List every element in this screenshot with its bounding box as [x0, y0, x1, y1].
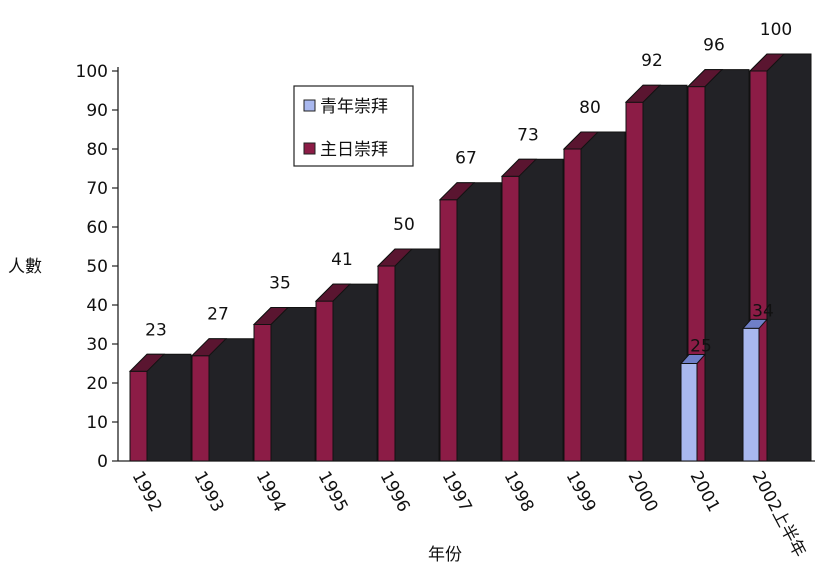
bar-front [439, 199, 458, 462]
y-tick-label: 70 [86, 179, 108, 199]
bar-front [191, 355, 210, 462]
x-tick-label: 1994 [252, 468, 290, 516]
x-tick-label: 1995 [314, 468, 352, 516]
y-tick-label: 90 [86, 101, 108, 121]
bar-top [376, 248, 414, 267]
bar-youth-front [742, 327, 760, 462]
y-tick-label: 30 [86, 335, 108, 355]
value-label-sunday: 23 [145, 320, 167, 340]
bar-sunday-1995 [314, 283, 378, 462]
y-tick-label: 80 [86, 140, 108, 160]
legend-label-sunday: 主日崇拜 [320, 140, 388, 160]
bar-sunday-1992 [128, 353, 192, 462]
bar-sunday-2000 [624, 84, 688, 462]
bar-front [315, 300, 334, 462]
bar-youth-2001 [679, 354, 707, 462]
y-tick-label: 10 [86, 413, 108, 433]
value-label-sunday: 50 [393, 215, 415, 235]
bar-sunday-1996 [376, 248, 440, 462]
bar-sunday-1993 [190, 338, 254, 462]
bar-top [562, 131, 600, 150]
bar-sunday-1994 [252, 307, 316, 462]
x-tick-label: 1999 [562, 468, 600, 516]
bar-front [253, 324, 272, 462]
value-label-sunday: 27 [207, 305, 229, 325]
bar-top [314, 283, 352, 302]
bar-top [252, 307, 290, 325]
x-tick-label: 1992 [128, 468, 166, 516]
bar-youth-2002上半年 [741, 318, 769, 462]
value-label-sunday: 96 [703, 36, 725, 56]
bar-top [190, 338, 228, 357]
x-tick-label: 1993 [190, 468, 228, 516]
y-tick-label: 60 [86, 218, 108, 238]
value-label-sunday: 80 [579, 98, 601, 118]
bar-front [563, 148, 582, 462]
y-axis-title: 人數 [8, 257, 42, 277]
value-label-youth: 25 [690, 337, 712, 357]
legend-swatch-sunday [303, 142, 316, 155]
legend-swatch-youth [303, 99, 316, 112]
bar-front [501, 175, 520, 462]
bar-front [129, 370, 148, 462]
bar-top [438, 182, 476, 201]
y-tick-label: 20 [86, 374, 108, 394]
value-label-sunday: 41 [331, 250, 353, 270]
x-axis-title: 年份 [428, 545, 462, 565]
bar-top [624, 84, 662, 103]
y-tick-label: 100 [76, 62, 108, 82]
bar-sunday-1997 [438, 182, 502, 462]
x-tick-label: 1996 [376, 468, 414, 516]
bar-top [748, 53, 786, 72]
y-tick-label: 40 [86, 296, 108, 316]
bar-sunday-2001 [686, 69, 750, 462]
legend: 青年崇拜 主日崇拜 [293, 85, 414, 167]
axes: 0 10 20 30 40 50 60 70 80 90 100 [76, 62, 815, 472]
x-tick-label: 2001 [686, 468, 724, 516]
y-tick-label: 50 [86, 257, 108, 277]
bar-sunday-1999 [562, 131, 626, 462]
bars [128, 53, 812, 462]
legend-label-youth: 青年崇拜 [320, 97, 388, 117]
bar-youth-front [680, 363, 698, 462]
bar-sunday-1998 [500, 158, 564, 462]
value-label-sunday: 92 [641, 51, 663, 71]
y-tick-label: 0 [97, 452, 108, 472]
x-tick-label: 1997 [438, 468, 476, 516]
bar-top [686, 69, 724, 88]
value-label-sunday: 35 [269, 274, 291, 294]
value-label-sunday: 100 [760, 20, 792, 40]
value-label-sunday: 73 [517, 125, 539, 145]
x-tick-label: 2002上半年 [748, 468, 810, 561]
x-tick-label: 1998 [500, 468, 538, 516]
bar-front [377, 265, 396, 462]
bar-top [500, 158, 538, 177]
bar-front [625, 101, 644, 462]
value-label-youth: 34 [752, 301, 774, 321]
value-label-sunday: 67 [455, 149, 477, 169]
bar-top [128, 353, 166, 372]
x-tick-label: 2000 [624, 468, 662, 516]
